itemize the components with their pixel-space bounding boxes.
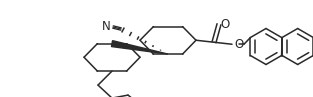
Text: O: O — [220, 18, 230, 31]
Polygon shape — [111, 41, 168, 54]
Text: O: O — [234, 38, 243, 51]
Text: N: N — [102, 20, 110, 33]
